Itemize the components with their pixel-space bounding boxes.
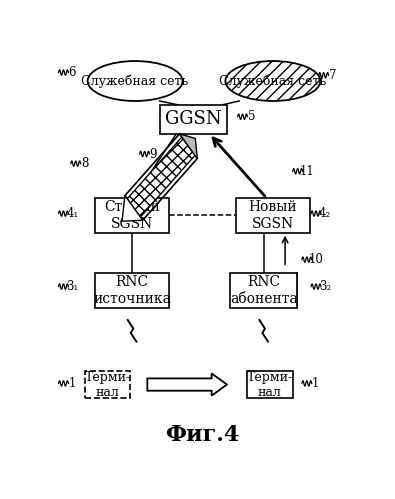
Bar (247, 371, 293, 398)
Text: 7: 7 (329, 69, 336, 82)
Text: 11: 11 (299, 165, 314, 178)
Text: 5: 5 (248, 110, 255, 123)
Bar (236, 198, 310, 233)
Polygon shape (122, 196, 143, 221)
Bar (95, 273, 169, 308)
Text: Старый
SGSN: Старый SGSN (104, 201, 160, 231)
Text: Служебная сеть: Служебная сеть (219, 74, 327, 88)
Text: GGSN: GGSN (165, 110, 222, 128)
Text: 9: 9 (150, 148, 157, 161)
Text: 3₂: 3₂ (319, 280, 331, 293)
Text: Служебная сеть: Служебная сеть (81, 74, 189, 88)
Bar (230, 273, 297, 308)
Text: Новый
SGSN: Новый SGSN (248, 201, 297, 231)
Text: RNC
источника: RNC источника (93, 275, 171, 305)
Text: RNC
абонента: RNC абонента (230, 275, 297, 305)
Text: 10: 10 (308, 253, 323, 266)
Text: 4₂: 4₂ (319, 207, 331, 220)
Text: 3₁: 3₁ (66, 280, 79, 293)
Bar (85, 371, 130, 398)
Text: Терми-
нал: Терми- нал (85, 371, 131, 399)
Text: 1: 1 (69, 377, 76, 390)
Text: Терми-
нал: Терми- нал (247, 371, 293, 399)
Ellipse shape (226, 61, 320, 101)
Bar (160, 105, 227, 134)
FancyArrow shape (147, 373, 227, 396)
Polygon shape (127, 137, 195, 217)
Bar (95, 198, 169, 233)
Polygon shape (180, 134, 197, 159)
Text: 8: 8 (81, 157, 88, 170)
Text: Фиг.4: Фиг.4 (166, 424, 239, 446)
Text: 4₁: 4₁ (66, 207, 79, 220)
Ellipse shape (88, 61, 182, 101)
Text: 1: 1 (312, 377, 320, 390)
Text: 6: 6 (69, 66, 76, 79)
